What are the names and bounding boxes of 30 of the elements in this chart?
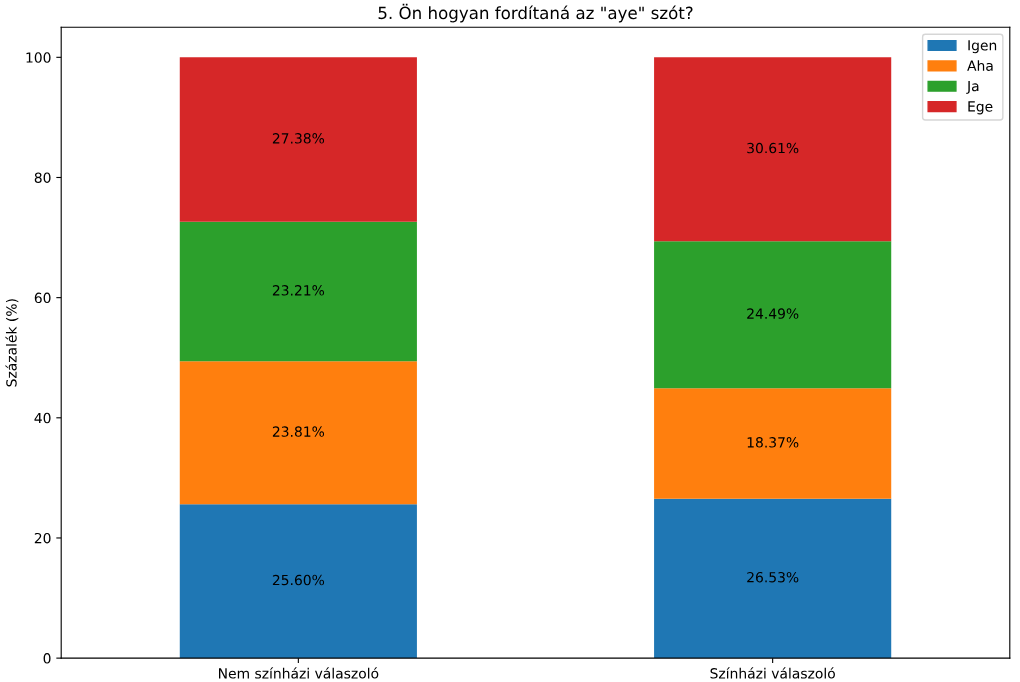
data-label: 27.38% — [272, 133, 325, 144]
data-label: 25.60% — [272, 574, 325, 586]
data-label: 18.37% — [747, 437, 799, 448]
y-tick-label: 60 — [34, 292, 51, 304]
bar — [179, 57, 417, 222]
chart-title: 5. Ön hogyan fordítaná az "aye" szót? — [378, 3, 693, 23]
bar — [179, 221, 417, 362]
data-label: 30.61% — [747, 142, 799, 154]
bar — [654, 241, 892, 389]
legend-label: Igen — [968, 40, 997, 54]
bar — [179, 504, 417, 659]
x-tick-label: Színházi válaszoló — [710, 667, 835, 679]
y-tick-label: 20 — [34, 532, 51, 544]
data-label: 23.81% — [272, 426, 325, 437]
bar — [654, 498, 892, 659]
bar — [179, 361, 417, 505]
data-label: 24.49% — [747, 308, 799, 319]
data-label: 23.21% — [272, 285, 325, 296]
y-tick-label: 100 — [26, 52, 51, 63]
legend-label: Ege — [968, 101, 993, 115]
legend-label: Ja — [966, 80, 979, 94]
y-tick-label: 40 — [34, 412, 51, 424]
bar — [654, 57, 892, 242]
legend-label: Aha — [967, 60, 993, 71]
x-tick-label: Nem színházi válaszoló — [219, 667, 379, 679]
bar — [654, 388, 892, 499]
y-axis-title: Százalék (%) — [5, 299, 19, 387]
y-tick-label: 80 — [34, 172, 51, 183]
data-label: 26.53% — [747, 571, 799, 583]
y-tick-label: 0 — [43, 653, 51, 664]
